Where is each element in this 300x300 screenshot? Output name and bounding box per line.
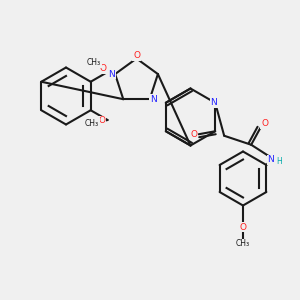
Text: N: N xyxy=(210,98,217,107)
Text: N: N xyxy=(150,95,157,104)
Text: O: O xyxy=(191,130,198,139)
Text: O: O xyxy=(133,51,140,60)
Text: H: H xyxy=(276,157,281,166)
Text: O: O xyxy=(261,119,268,128)
Text: O: O xyxy=(239,223,247,232)
Text: CH₃: CH₃ xyxy=(85,118,99,127)
Text: O: O xyxy=(99,116,106,125)
Text: CH₃: CH₃ xyxy=(236,239,250,248)
Text: O: O xyxy=(100,64,106,73)
Text: N: N xyxy=(108,70,115,79)
Text: N: N xyxy=(267,155,274,164)
Text: CH₃: CH₃ xyxy=(87,58,101,67)
